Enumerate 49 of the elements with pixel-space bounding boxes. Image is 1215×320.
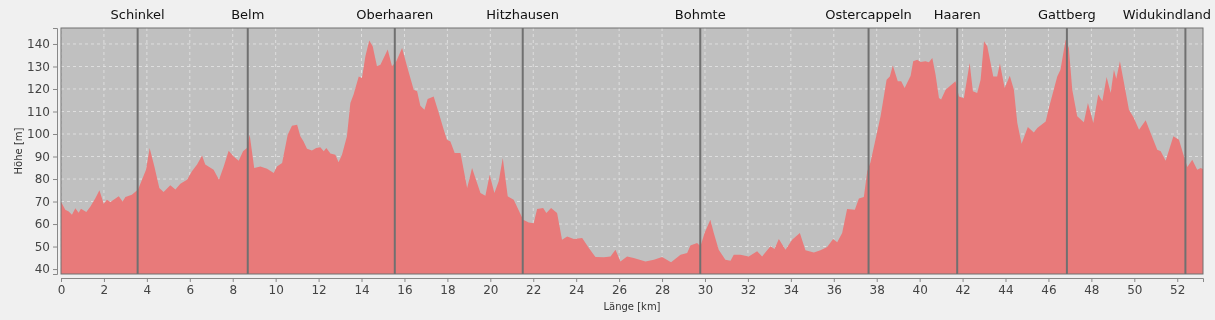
ref-line-label: Haaren [933, 7, 981, 22]
x-tick-label: 46 [1041, 282, 1057, 297]
ref-line-label: Gattberg [1037, 7, 1096, 22]
ref-line-label: Bohmte [674, 7, 726, 22]
x-tick-label: 20 [483, 282, 499, 297]
x-tick-label: 36 [826, 282, 842, 297]
x-tick-label: 2 [100, 282, 109, 297]
y-tick-label: 140 [27, 37, 50, 52]
y-tick-label: 60 [34, 217, 50, 232]
x-tick-label: 30 [697, 282, 714, 297]
x-tick-label: 14 [354, 282, 370, 297]
y-tick-label: 70 [34, 194, 50, 209]
x-tick-label: 42 [955, 282, 971, 297]
x-tick-label: 38 [869, 282, 885, 297]
ref-line-label: Schinkel [110, 7, 165, 22]
y-tick-label: 40 [34, 262, 50, 277]
x-tick-label: 28 [654, 282, 671, 297]
y-tick-label: 80 [34, 172, 50, 187]
x-tick-label: 44 [998, 282, 1014, 297]
ref-line-label: Hitzhausen [486, 7, 560, 22]
x-tick-label: 0 [57, 282, 66, 297]
x-tick-label: 32 [740, 282, 757, 297]
x-tick-label: 50 [1127, 282, 1143, 297]
x-tick-label: 4 [143, 282, 152, 297]
y-tick-label: 120 [27, 82, 50, 97]
x-tick-label: 6 [186, 282, 195, 297]
y-tick-label: 100 [27, 127, 50, 142]
x-tick-label: 40 [912, 282, 928, 297]
x-tick-label: 16 [397, 282, 413, 297]
x-tick-label: 24 [569, 282, 585, 297]
y-tick-label: 110 [27, 104, 50, 119]
ref-line-label: Belm [231, 7, 265, 22]
x-tick-label: 34 [783, 282, 799, 297]
ref-line-label: Oberhaaren [356, 7, 434, 22]
y-tick-label: 50 [34, 239, 50, 254]
x-tick-label: 18 [440, 282, 456, 297]
y-tick-label: 90 [34, 149, 50, 164]
y-tick-label: 130 [27, 59, 50, 74]
x-tick-label: 22 [526, 282, 542, 297]
x-axis-title: Länge [km] [603, 301, 661, 312]
x-tick-label: 10 [268, 282, 284, 297]
x-tick-label: 8 [229, 282, 238, 297]
x-tick-label: 26 [611, 282, 628, 297]
x-tick-label: 52 [1170, 282, 1186, 297]
x-tick-label: 12 [311, 282, 327, 297]
ref-line-label: Widukindland [1122, 7, 1211, 22]
ref-line-label: Ostercappeln [825, 7, 912, 22]
x-tick-label: 48 [1084, 282, 1100, 297]
y-axis-title: Höhe [m] [13, 127, 24, 175]
